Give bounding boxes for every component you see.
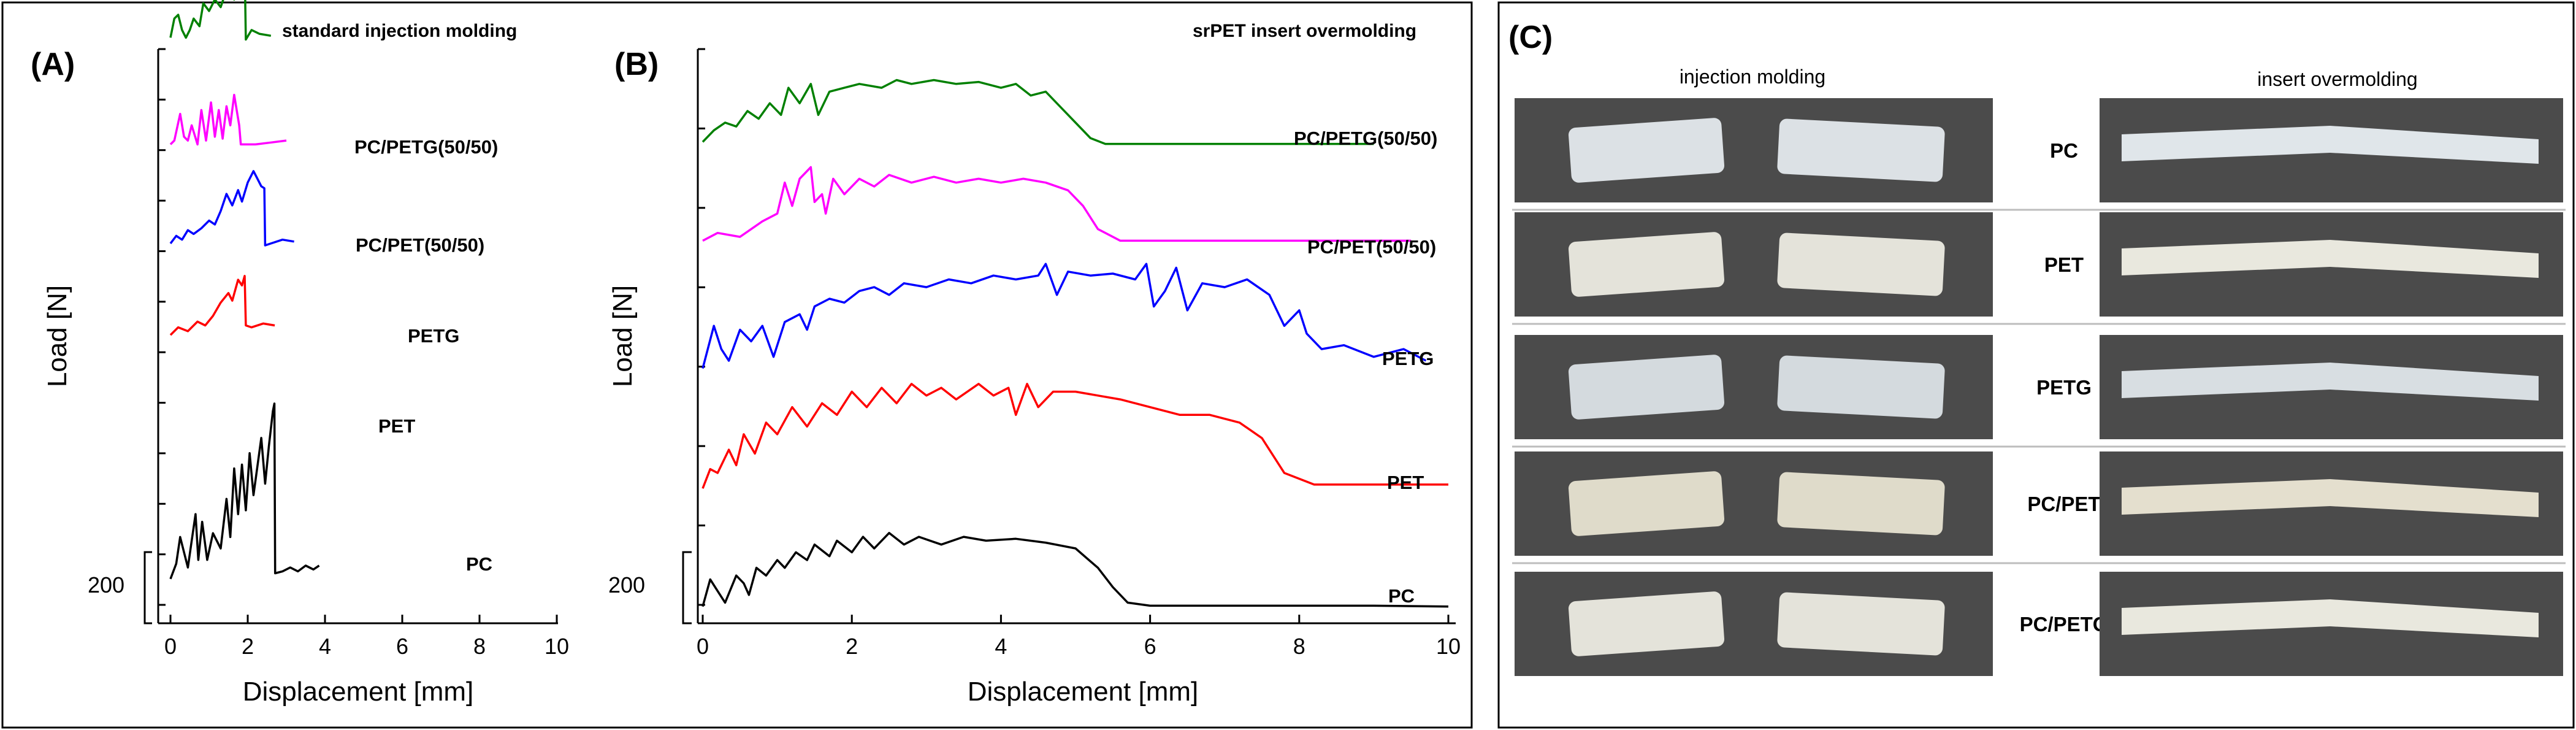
panel-b-x-ticks bbox=[701, 615, 1450, 623]
panel-b-series-labels: PC PET PETG PC/PET(50/50) PC/PETG(50/50) bbox=[1294, 128, 1437, 607]
panel-b: (B) srPET insert overmolding 0 2 4 6 8 10 Dis… bbox=[608, 21, 1461, 707]
series-line-pet bbox=[169, 275, 275, 336]
series-label-pet: PET bbox=[1387, 472, 1424, 493]
panel-a-x-tick-labels: 0 2 4 6 8 10 bbox=[164, 634, 569, 659]
panel-a-scale-bar-label: 200 bbox=[88, 572, 124, 597]
x-tick-label: 4 bbox=[319, 634, 331, 659]
x-tick-label: 10 bbox=[545, 634, 569, 659]
x-tick-label: 8 bbox=[1293, 634, 1305, 659]
x-tick-label: 2 bbox=[846, 634, 858, 659]
panel-a-title: standard injection molding bbox=[282, 21, 517, 41]
panel-a-curves bbox=[169, 0, 320, 580]
series-label-petg: PETG bbox=[1382, 348, 1434, 369]
panel-b-y-axis-label: Load [N] bbox=[608, 285, 638, 387]
photo-row-pc-pet: PC/PET bbox=[1515, 451, 2563, 556]
sample-piece-left bbox=[1568, 118, 1725, 183]
photo-row-pc-petg: PC/PETG bbox=[1515, 572, 2563, 676]
sample-piece-left bbox=[1568, 232, 1725, 297]
row-label-petg: PETG bbox=[2036, 376, 2092, 399]
panel-c-letter: (C) bbox=[1508, 20, 1553, 55]
x-tick-label: 10 bbox=[1436, 634, 1461, 659]
series-label-pet: PET bbox=[378, 415, 415, 437]
series-line-pc-petg-50-50 bbox=[169, 0, 272, 41]
panel-a-x-axis-label: Displacement [mm] bbox=[243, 677, 474, 707]
panel-a-scale-bar bbox=[143, 551, 152, 624]
panel-a-letter: (A) bbox=[31, 47, 75, 82]
panel-c-frame bbox=[1497, 1, 2575, 729]
panel-c-header-overmolding: insert overmolding bbox=[2257, 68, 2417, 90]
series-line-pc-pet-50-50 bbox=[702, 166, 1412, 242]
panel-c-photo-grid: PC PET PETG PC/PET PC/PETG bbox=[1512, 98, 2566, 676]
sample-piece-left bbox=[1568, 355, 1725, 420]
overmolded-bar bbox=[2122, 479, 2539, 517]
sample-piece-right bbox=[1777, 355, 1945, 419]
series-label-pc-pet-50-50: PC/PET(50/50) bbox=[1307, 236, 1436, 258]
series-label-pc-petg-50-50: PC/PETG(50/50) bbox=[354, 136, 498, 158]
sample-piece-right bbox=[1777, 232, 1945, 296]
panel-b-title: srPET insert overmolding bbox=[1193, 21, 1416, 41]
row-label-pc-petg: PC/PETG bbox=[2020, 613, 2109, 636]
panel-a: (A) standard injection molding 0 2 4 6 8 10 D… bbox=[31, 0, 569, 707]
row-label-pc: PC bbox=[2050, 139, 2078, 162]
overmolded-bar bbox=[2122, 599, 2539, 637]
photo-row-pc: PC bbox=[1515, 98, 2563, 202]
series-label-pc: PC bbox=[466, 553, 492, 575]
x-tick-label: 2 bbox=[242, 634, 254, 659]
overmolded-bar bbox=[2122, 126, 2539, 164]
series-line-petg bbox=[701, 263, 1427, 369]
panel-b-scale-bar-label: 200 bbox=[608, 572, 645, 597]
x-tick-label: 6 bbox=[396, 634, 408, 659]
x-tick-label: 6 bbox=[1144, 634, 1156, 659]
series-line-petg bbox=[169, 170, 294, 247]
row-label-pc-pet: PC/PET bbox=[2027, 493, 2100, 515]
panel-b-curves bbox=[701, 79, 1449, 608]
sample-piece-right bbox=[1777, 118, 1945, 182]
series-label-pc: PC bbox=[1388, 585, 1415, 607]
row-label-pet: PET bbox=[2044, 253, 2084, 276]
x-tick-label: 0 bbox=[164, 634, 177, 659]
overmolded-bar bbox=[2122, 363, 2539, 401]
panel-ab-frame bbox=[1, 1, 1473, 729]
series-line-pet bbox=[701, 383, 1448, 489]
series-line-pc bbox=[701, 532, 1449, 608]
series-line-pc bbox=[169, 402, 320, 580]
panel-b-scale-bar bbox=[682, 551, 692, 624]
panel-a-y-axis-label: Load [N] bbox=[42, 285, 72, 387]
series-line-pc-petg-50-50 bbox=[701, 79, 1374, 145]
photo-row-petg: PETG bbox=[1515, 335, 2563, 439]
panel-b-x-tick-labels: 0 2 4 6 8 10 bbox=[697, 634, 1461, 659]
panel-a-y-ticks bbox=[158, 48, 166, 606]
series-line-pc-pet-50-50 bbox=[169, 93, 287, 146]
panel-a-series-labels: PC PET PETG PC/PET(50/50) PC/PETG(50/50) bbox=[354, 136, 498, 575]
series-label-pc-pet-50-50: PC/PET(50/50) bbox=[356, 234, 484, 256]
panel-a-x-ticks bbox=[169, 615, 558, 623]
panel-b-x-axis-label: Displacement [mm] bbox=[968, 677, 1199, 707]
x-tick-label: 8 bbox=[473, 634, 486, 659]
x-tick-label: 0 bbox=[697, 634, 709, 659]
photo-row-pet: PET bbox=[1515, 212, 2563, 317]
x-tick-label: 4 bbox=[995, 634, 1007, 659]
series-label-petg: PETG bbox=[408, 325, 459, 347]
sample-piece-right bbox=[1777, 592, 1945, 656]
overmolded-bar bbox=[2122, 240, 2539, 278]
sample-piece-right bbox=[1777, 472, 1945, 536]
sample-piece-left bbox=[1568, 591, 1725, 656]
panel-b-letter: (B) bbox=[614, 47, 659, 82]
series-label-pc-petg-50-50: PC/PETG(50/50) bbox=[1294, 128, 1437, 149]
panel-b-y-ticks bbox=[698, 48, 705, 606]
sample-piece-left bbox=[1568, 471, 1725, 536]
panel-c: (C) injection molding insert overmolding… bbox=[1508, 20, 2566, 676]
panel-c-header-injection: injection molding bbox=[1680, 66, 1825, 88]
